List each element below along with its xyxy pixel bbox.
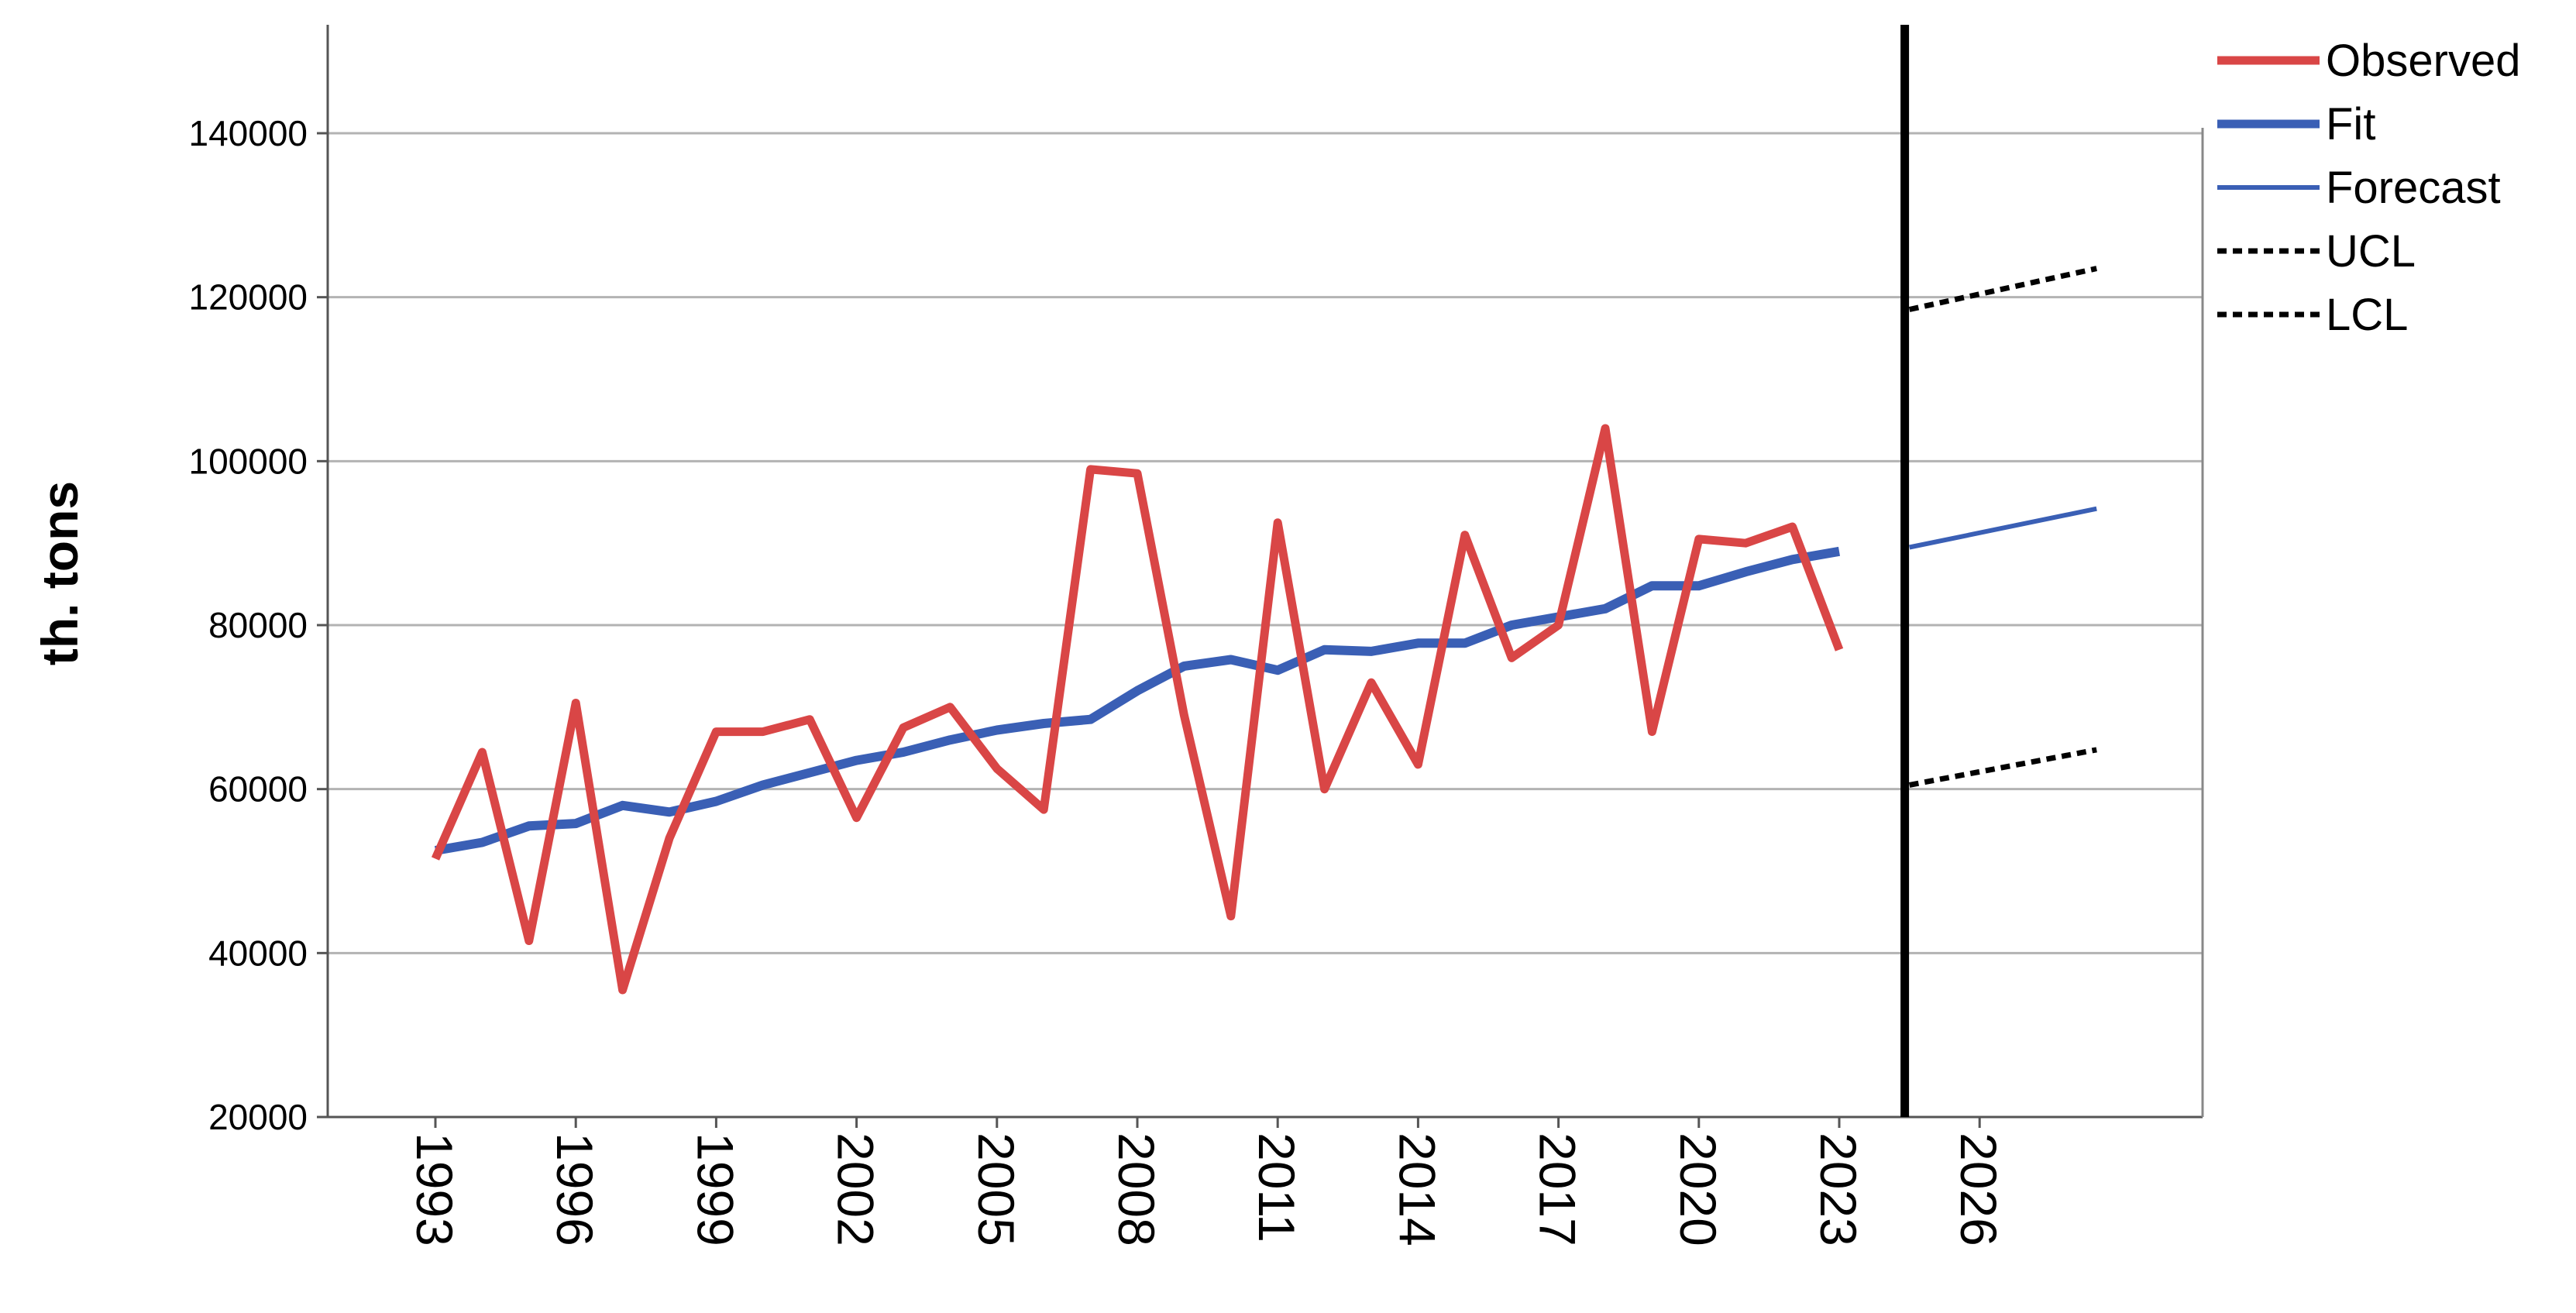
y-tick-label: 40000 (208, 933, 308, 973)
legend-label-forecast: Forecast (2326, 163, 2501, 213)
series-line-fit (434, 546, 1841, 855)
y-axis-label: th. tons (31, 481, 88, 665)
y-tick-label: 120000 (189, 277, 308, 318)
x-tick-labels: 1993 1996 1999 2002 2005 2008 2011 2014 2017 2020… (406, 1117, 2007, 1246)
x-tick-label: 2020 (1670, 1133, 1727, 1246)
y-tick-label: 140000 (189, 113, 308, 153)
x-tick-label: 2017 (1529, 1133, 1587, 1246)
y-tick-label: 20000 (208, 1097, 308, 1137)
series-line-observed (431, 424, 1844, 995)
x-tick-label: 1993 (406, 1133, 463, 1246)
legend-label-lcl: LCL (2326, 290, 2408, 340)
series-line-ucl (1908, 266, 2097, 312)
x-tick-label: 2011 (1248, 1133, 1305, 1243)
y-tick-label: 100000 (189, 441, 308, 481)
x-tick-label: 1996 (546, 1133, 604, 1246)
x-tick-label: 1999 (686, 1133, 744, 1246)
series-line-forecast (1908, 506, 2097, 550)
legend-label-fit: Fit (2326, 99, 2375, 150)
x-tick-label: 2008 (1108, 1133, 1165, 1246)
x-tick-label: 2005 (968, 1133, 1025, 1246)
legend-label-ucl: UCL (2326, 226, 2416, 277)
x-tick-label: 2002 (827, 1133, 885, 1246)
series-line-lcl (1908, 747, 2097, 788)
y-tick-label: 80000 (208, 605, 308, 645)
legend-label-observed: Observed (2326, 36, 2520, 86)
legend: Observed Fit Forecast UCL LCL (2217, 36, 2520, 340)
y-tick-labels: 20000 40000 60000 80000 100000 120000 140000 (189, 113, 328, 1137)
axes (326, 25, 2204, 1119)
x-tick-label: 2023 (1810, 1133, 1867, 1246)
x-tick-label: 2014 (1388, 1133, 1446, 1246)
series (431, 266, 2097, 995)
x-tick-label: 2026 (1950, 1133, 2007, 1246)
y-tick-label: 60000 (208, 769, 308, 809)
